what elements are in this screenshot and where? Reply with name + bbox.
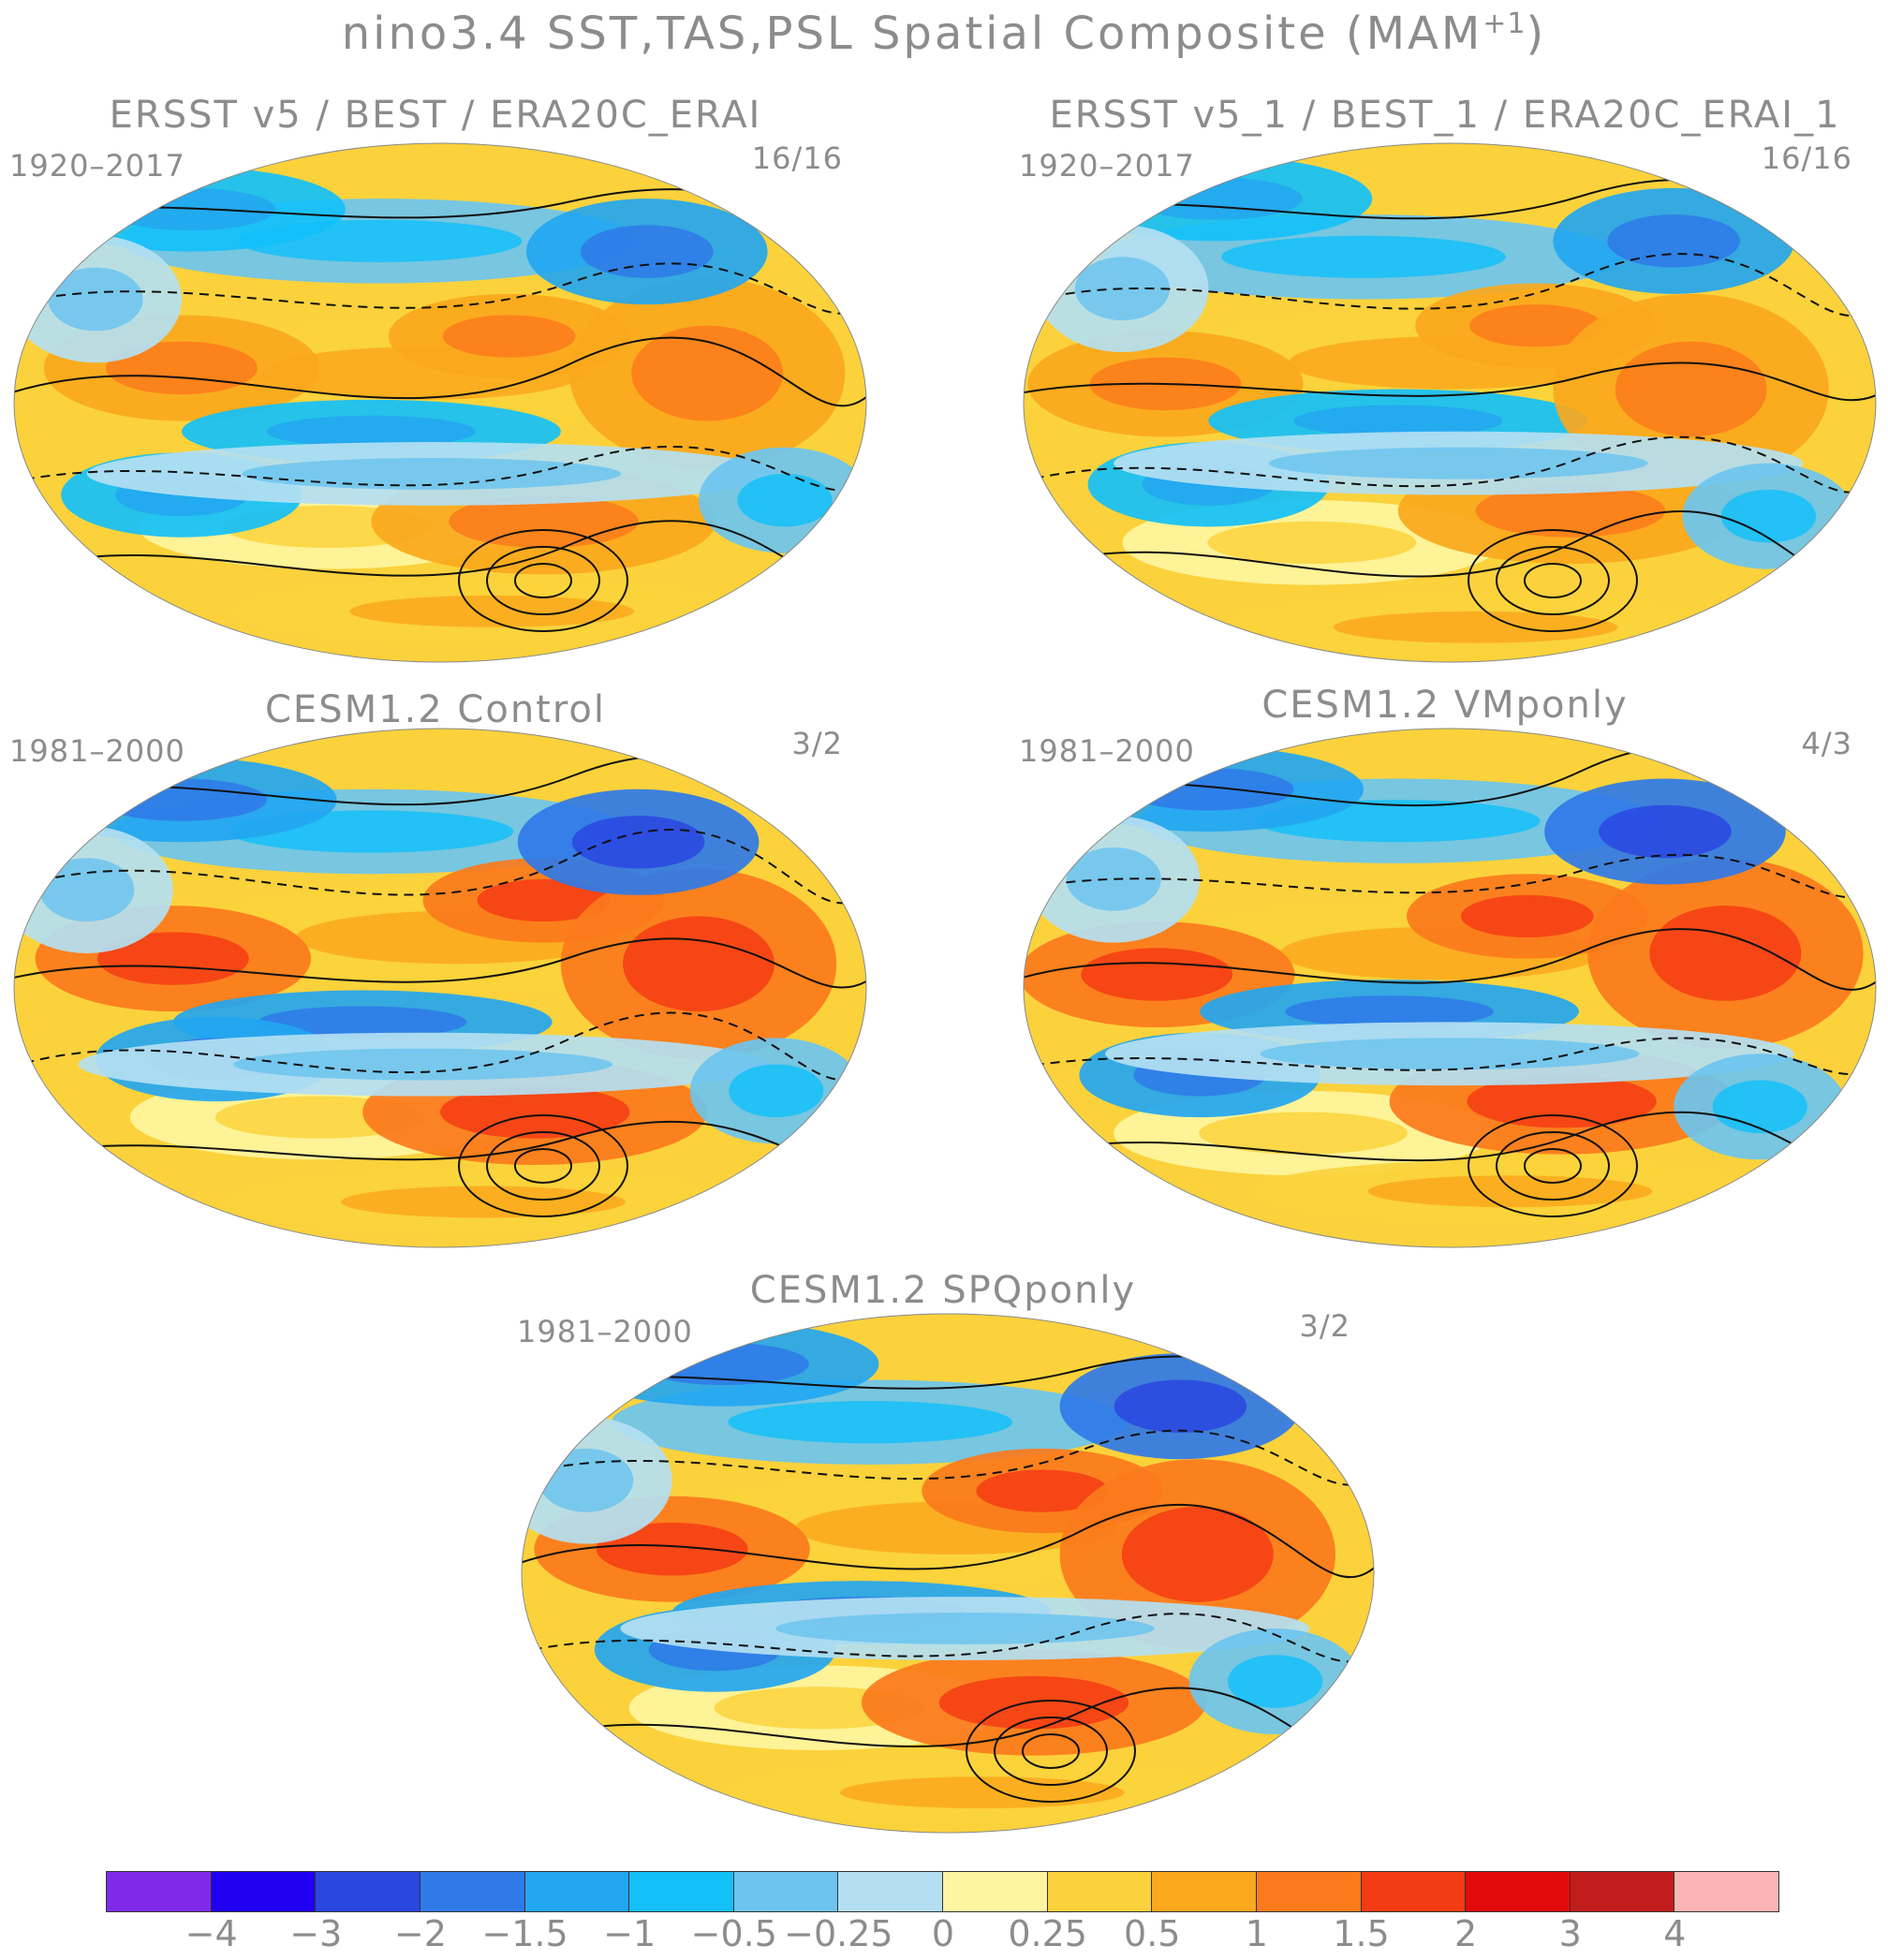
robinson-map [1023, 142, 1877, 663]
panel-period: 1981–2000 [9, 733, 185, 769]
colorbar-tick-label: 2 [1454, 1913, 1478, 1954]
robinson-map [521, 1313, 1375, 1834]
panel-title: CESM1.2 VMponly [1261, 684, 1629, 727]
colorbar-swatch [1465, 1871, 1571, 1912]
map-panel-cesm-control: CESM1.2 Control 1981–2000 3/2 [0, 688, 871, 1248]
figure-title: nino3.4 SST,TAS,PSL Spatial Composite (M… [341, 7, 1547, 60]
colorbar-swatch [837, 1871, 943, 1912]
panel-member-count: 16/16 [1761, 140, 1852, 176]
colorbar-swatch [315, 1871, 420, 1912]
colorbar-swatch [732, 1871, 839, 1912]
colorbar-tick-label: 0 [931, 1913, 955, 1954]
panel-title: ERSST v5_1 / BEST_1 / ERA20C_ERAI_1 [1049, 94, 1841, 137]
robinson-map [13, 728, 867, 1248]
panel-period: 1920–2017 [9, 148, 185, 184]
panel-member-count: 3/2 [791, 726, 843, 761]
colorbar-labels: −4 −3 −2 −1.5 −1 −0.5 −0.25 0 0.25 0.5 1 1.5 2 3 4 [0, 1913, 1888, 1960]
colorbar-swatch [106, 1871, 212, 1912]
map-panel-cesm-vmponly: CESM1.2 VMponly 1981–2000 4/3 [1010, 684, 1881, 1248]
colorbar-swatch [628, 1871, 734, 1912]
colorbar-swatch [1046, 1871, 1153, 1912]
panel-period: 1981–2000 [1019, 733, 1195, 769]
map-panel-cesm-spqponly: CESM1.2 SPQponly 1981–2000 3/2 [508, 1269, 1379, 1834]
colorbar-swatch [524, 1871, 630, 1912]
colorbar-swatch [419, 1871, 525, 1912]
colorbar-tick-label: −3 [289, 1913, 343, 1954]
colorbar-swatch [1255, 1871, 1362, 1912]
colorbar-swatch [942, 1871, 1048, 1912]
map-panel-ersst-1: ERSST v5_1 / BEST_1 / ERA20C_ERAI_1 1920… [1010, 94, 1881, 663]
colorbar-tick-label: −1.5 [481, 1913, 568, 1954]
colorbar-tick-label: −0.25 [784, 1913, 893, 1954]
colorbar-tick-label: −1 [603, 1913, 656, 1954]
colorbar-swatch [1674, 1871, 1779, 1912]
colorbar-tick-label: −2 [393, 1913, 447, 1954]
panel-title: CESM1.2 Control [264, 688, 607, 731]
panel-member-count: 16/16 [751, 140, 843, 176]
colorbar-tick-label: −0.5 [690, 1913, 777, 1954]
colorbar-swatch [210, 1871, 317, 1912]
panel-period: 1981–2000 [517, 1314, 693, 1349]
colorbar-swatch [1569, 1871, 1675, 1912]
colorbar-tick-label: 0.5 [1124, 1913, 1181, 1954]
colorbar-swatch [1360, 1871, 1467, 1912]
colorbar-swatch [1151, 1871, 1257, 1912]
panel-period: 1920–2017 [1019, 148, 1195, 184]
robinson-map [1023, 728, 1877, 1248]
robinson-map [13, 142, 867, 663]
panel-member-count: 4/3 [1801, 726, 1852, 761]
panel-title: CESM1.2 SPQponly [749, 1269, 1137, 1312]
map-panel-ersst: ERSST v5 / BEST / ERA20C_ERAI 1920–2017 … [0, 94, 871, 663]
colorbar-tick-label: 4 [1663, 1913, 1687, 1954]
colorbar-tick-label: 3 [1558, 1913, 1582, 1954]
colorbar-tick-label: 1 [1245, 1913, 1268, 1954]
panel-member-count: 3/2 [1299, 1308, 1350, 1344]
colorbar-tick-label: 1.5 [1333, 1913, 1390, 1954]
panel-title: ERSST v5 / BEST / ERA20C_ERAI [109, 94, 762, 137]
colorbar [106, 1871, 1779, 1912]
colorbar-tick-label: 0.25 [1008, 1913, 1087, 1954]
colorbar-tick-label: −4 [184, 1913, 238, 1954]
